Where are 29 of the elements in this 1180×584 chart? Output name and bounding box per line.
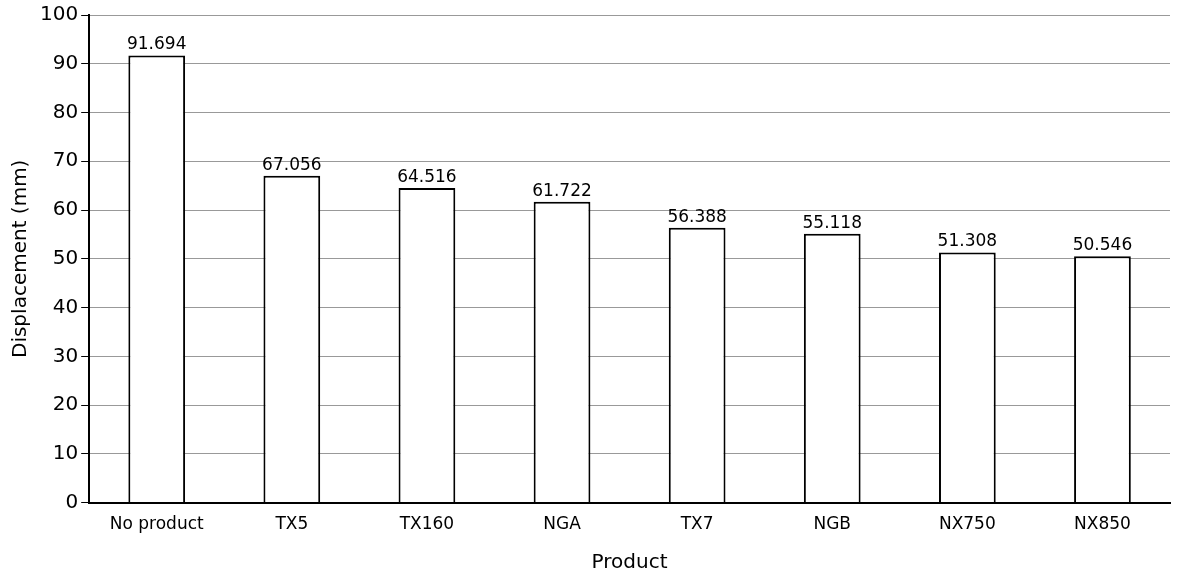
x-tick-label: NGB [813,513,852,534]
y-tick-label: 10 [52,440,79,465]
x-tick-label: NGA [543,513,582,534]
y-tick-label: 60 [52,196,79,221]
y-axis-title: Displacement (mm) [7,159,32,359]
data-label: 67.056 [262,153,322,174]
y-tick-label: 40 [52,293,79,318]
data-label: 50.546 [1072,234,1133,255]
x-tick-label: TX160 [398,513,455,534]
x-axis-title: Product [591,549,668,574]
y-tick-label: 0 [65,488,79,513]
data-label: 91.694 [126,33,187,54]
data-label: 51.308 [937,230,998,251]
y-tick-label: 70 [52,147,79,172]
data-label: 61.722 [532,179,592,200]
x-tick-label: TX5 [274,513,309,534]
x-tick-label: No product [109,513,205,534]
data-label: 64.516 [397,165,457,186]
y-tick-label: 20 [52,391,79,416]
y-tick-label: 50 [52,245,79,269]
y-tick-label: 80 [52,98,79,123]
x-tick-label: NX850 [1074,513,1131,534]
x-tick-label: TX7 [679,513,714,534]
data-label: 56.388 [667,205,727,226]
y-tick-label: 100 [39,1,79,26]
y-tick-label: 90 [52,49,79,74]
data-label: 55.118 [802,211,862,232]
y-tick-label: 30 [52,342,79,367]
x-tick-label: NX750 [938,513,996,534]
